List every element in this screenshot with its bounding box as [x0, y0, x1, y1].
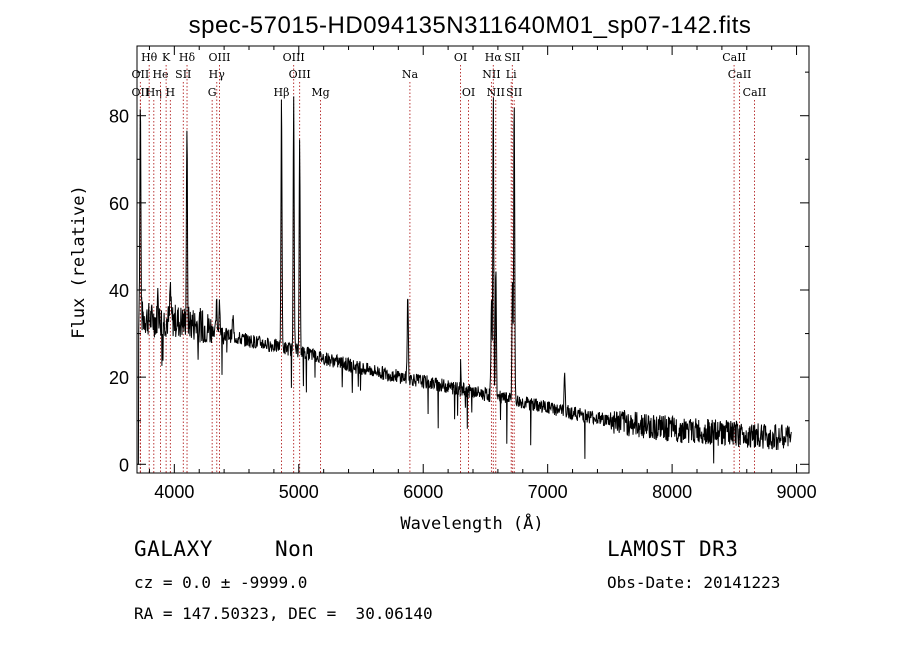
- survey-name: LAMOST DR3: [607, 537, 739, 561]
- plot-frame: [136, 45, 810, 474]
- line-marker-label: OIII: [283, 51, 305, 64]
- y-axis-label: Flux (relative): [69, 185, 89, 339]
- coordinates-readout: RA = 147.50323, DEC = 30.06140: [134, 604, 433, 623]
- object-class: GALAXY: [134, 537, 213, 561]
- line-marker-label: Hδ: [179, 51, 196, 64]
- line-marker-label: OII: [132, 68, 150, 81]
- line-marker-label: OII: [132, 86, 150, 99]
- line-marker-label: OIII: [208, 51, 230, 64]
- y-tick-label: 40: [109, 281, 129, 301]
- chart-title: spec-57015-HD094135N311640M01_sp07-142.f…: [189, 12, 752, 39]
- line-marker-label: H: [166, 86, 176, 99]
- line-markers: OIIOIIHθHηHeKHSIIHδGHγOIIIHβOIIIOIIIMgNa…: [132, 51, 767, 473]
- line-marker-label: CaII: [722, 51, 746, 64]
- line-marker-label: SII: [504, 51, 520, 64]
- y-tick-label: 0: [119, 455, 129, 475]
- x-axis-label: Wavelength (Å): [400, 512, 543, 534]
- line-marker-label: OI: [462, 86, 475, 99]
- line-marker-label: NII: [482, 68, 500, 81]
- x-tick-label: 6000: [403, 482, 443, 502]
- redshift-readout: cz = 0.0 ± -9999.0: [134, 573, 308, 592]
- line-marker-label: Hη: [146, 86, 162, 99]
- y-axis: 0 20 40 60 80: [109, 71, 809, 475]
- line-marker-label: Hγ: [209, 68, 226, 81]
- line-marker-label: NII: [487, 86, 505, 99]
- observation-date: Obs-Date: 20141223: [607, 573, 781, 592]
- x-tick-label: 5000: [279, 482, 319, 502]
- line-marker-label: Mg: [311, 86, 329, 99]
- line-marker-label: Hθ: [141, 51, 158, 64]
- line-marker-label: SII: [175, 68, 191, 81]
- line-marker-label: He: [152, 68, 168, 81]
- line-marker-label: K: [162, 51, 171, 64]
- line-marker-label: G: [208, 86, 217, 99]
- y-tick-label: 60: [109, 194, 129, 214]
- line-marker-label: Li: [506, 68, 517, 81]
- line-marker-label: Hβ: [274, 86, 290, 99]
- y-tick-label: 20: [109, 368, 129, 388]
- line-marker-label: CaII: [743, 86, 767, 99]
- line-marker-label: Hα: [485, 51, 503, 64]
- x-tick-label: 8000: [652, 482, 692, 502]
- line-marker-label: OIII: [289, 68, 311, 81]
- x-tick-label: 7000: [528, 482, 568, 502]
- y-tick-label: 80: [109, 107, 129, 127]
- x-tick-label: 9000: [777, 482, 817, 502]
- line-marker-label: CaII: [728, 68, 752, 81]
- line-marker-label: Na: [402, 68, 419, 81]
- object-subclass: Non: [275, 537, 315, 561]
- spectrum-series: [137, 96, 792, 465]
- line-marker-label: SII: [506, 86, 522, 99]
- x-tick-label: 4000: [154, 482, 194, 502]
- x-axis: 4000 5000 6000 7000 8000 9000: [148, 46, 817, 502]
- spectrum-line: [137, 96, 792, 465]
- line-marker-label: OI: [454, 51, 467, 64]
